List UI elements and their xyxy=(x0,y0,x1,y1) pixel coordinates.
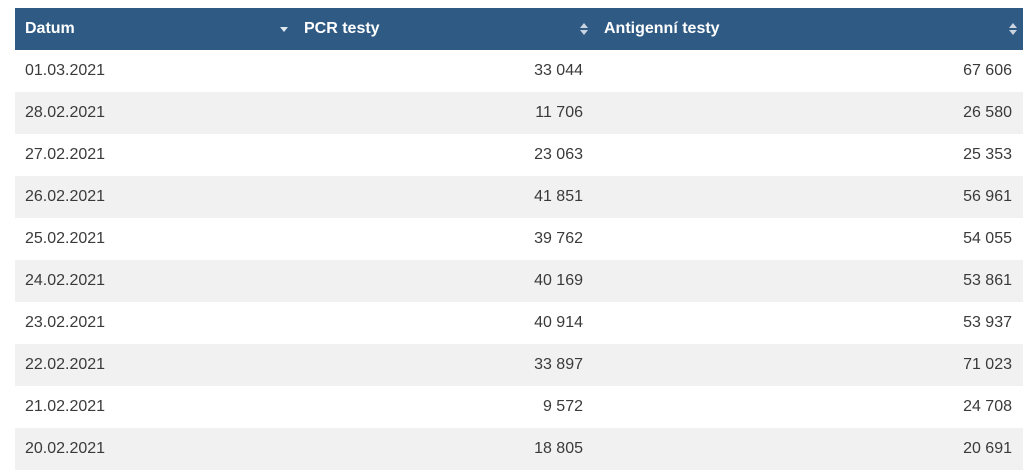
column-header-pcr-label: PCR testy xyxy=(304,20,380,37)
cell-date: 26.02.2021 xyxy=(25,188,106,205)
cell-antigen: 25 353 xyxy=(963,146,1012,163)
cell-antigen: 67 606 xyxy=(963,62,1012,79)
cell-pcr: 39 762 xyxy=(534,230,583,247)
cell-date: 24.02.2021 xyxy=(25,272,106,289)
table-row: 23.02.2021 40 914 53 937 xyxy=(15,302,1023,344)
table-row: 25.02.2021 39 762 54 055 xyxy=(15,218,1023,260)
table-row: 21.02.2021 9 572 24 708 xyxy=(15,386,1023,428)
cell-antigen: 56 961 xyxy=(963,188,1012,205)
column-header-antigen-label: Antigenní testy xyxy=(604,20,720,37)
table-row: 20.02.2021 18 805 20 691 xyxy=(15,428,1023,470)
table-row: 24.02.2021 40 169 53 861 xyxy=(15,260,1023,302)
table-row: 01.03.2021 33 044 67 606 xyxy=(15,50,1023,92)
cell-pcr: 40 169 xyxy=(534,272,583,289)
cell-date: 28.02.2021 xyxy=(25,104,106,121)
table-row: 28.02.2021 11 706 26 580 xyxy=(15,92,1023,134)
data-table: Datum PCR testy Antigenní testy 01.03.20… xyxy=(15,8,1023,470)
table-row: 26.02.2021 41 851 56 961 xyxy=(15,176,1023,218)
cell-antigen: 71 023 xyxy=(963,356,1012,373)
column-header-date-label: Datum xyxy=(25,20,75,37)
cell-pcr: 33 897 xyxy=(534,356,583,373)
cell-antigen: 54 055 xyxy=(963,230,1012,247)
cell-pcr: 41 851 xyxy=(534,188,583,205)
cell-pcr: 9 572 xyxy=(542,398,583,415)
sort-desc-icon xyxy=(280,27,288,32)
cell-date: 25.02.2021 xyxy=(25,230,106,247)
cell-date: 01.03.2021 xyxy=(25,62,106,79)
cell-date: 27.02.2021 xyxy=(25,146,106,163)
column-header-pcr[interactable]: PCR testy xyxy=(294,8,594,50)
cell-antigen: 26 580 xyxy=(963,104,1012,121)
cell-pcr: 11 706 xyxy=(535,104,583,121)
sort-both-icon xyxy=(1009,23,1017,35)
cell-pcr: 33 044 xyxy=(534,62,583,79)
table-header: Datum PCR testy Antigenní testy xyxy=(15,8,1023,50)
table-row: 22.02.2021 33 897 71 023 xyxy=(15,344,1023,386)
cell-pcr: 40 914 xyxy=(534,314,583,331)
cell-antigen: 24 708 xyxy=(963,398,1012,415)
cell-antigen: 53 861 xyxy=(963,272,1012,289)
cell-pcr: 23 063 xyxy=(534,146,583,163)
cell-date: 22.02.2021 xyxy=(25,356,106,373)
cell-date: 23.02.2021 xyxy=(25,314,106,331)
cell-date: 20.02.2021 xyxy=(25,440,106,457)
column-header-antigen[interactable]: Antigenní testy xyxy=(594,8,1023,50)
table-row: 27.02.2021 23 063 25 353 xyxy=(15,134,1023,176)
cell-pcr: 18 805 xyxy=(534,440,583,457)
cell-date: 21.02.2021 xyxy=(25,398,106,415)
cell-antigen: 20 691 xyxy=(963,440,1012,457)
sort-both-icon xyxy=(580,23,588,35)
table-body: 01.03.2021 33 044 67 606 28.02.2021 11 7… xyxy=(15,50,1023,470)
column-header-date[interactable]: Datum xyxy=(15,8,294,50)
cell-antigen: 53 937 xyxy=(963,314,1012,331)
